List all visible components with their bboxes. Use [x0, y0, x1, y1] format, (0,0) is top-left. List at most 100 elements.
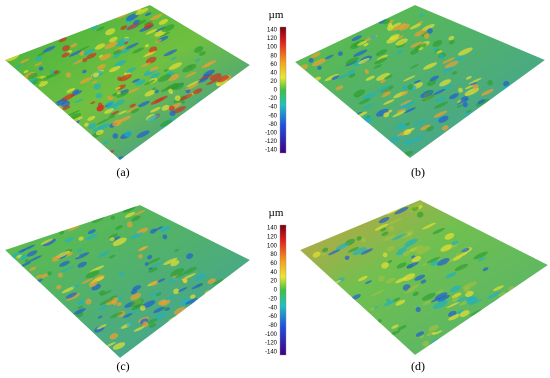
surface-texture: [469, 309, 483, 316]
surface-texture: [86, 52, 97, 59]
surface-texture: [362, 92, 377, 101]
surface-texture: [358, 98, 371, 105]
surface-texture: [16, 65, 22, 69]
surface-texture: [104, 41, 118, 50]
surface-texture: [378, 216, 390, 224]
surface-texture: [143, 20, 153, 25]
surface-texture: [162, 307, 168, 311]
surface-texture: [383, 112, 390, 118]
surface-texture: [399, 100, 414, 110]
surface-texture: [158, 74, 172, 83]
surface-texture: [40, 273, 49, 279]
surface-texture: [375, 49, 388, 56]
surface-texture: [481, 89, 494, 96]
surface-texture: [163, 49, 178, 57]
surface-texture: [118, 110, 127, 115]
surface-texture: [365, 280, 372, 285]
surface-texture: [416, 211, 424, 218]
surface-texture: [380, 85, 394, 93]
surface-texture: [362, 103, 373, 110]
surface-texture: [403, 107, 417, 114]
surface-texture: [137, 100, 150, 108]
surface-texture: [482, 314, 491, 319]
surface-texture: [168, 88, 174, 95]
surface-texture: [459, 310, 470, 318]
surface-texture: [403, 128, 412, 136]
surface-texture: [165, 336, 176, 343]
surface-texture: [458, 124, 465, 130]
surface-texture: [196, 98, 201, 102]
surface-texture: [389, 33, 400, 41]
surface-texture: [218, 90, 232, 98]
surface-texture: [487, 79, 493, 86]
surface-texture: [96, 324, 107, 330]
surface-texture: [222, 102, 237, 111]
surface-texture: [352, 247, 367, 256]
surface-texture: [163, 69, 168, 72]
surface-texture: [457, 47, 473, 56]
panel-label: (c): [116, 359, 129, 373]
colorbar-tick-label: 60: [270, 62, 277, 68]
surface-texture: [344, 255, 350, 260]
surface-texture: [58, 37, 67, 43]
surface-texture: [55, 98, 66, 104]
colorbar-tick-label: 20: [270, 79, 277, 85]
surface-texture: [77, 300, 85, 305]
surface-texture: [85, 298, 92, 305]
surface-texture: [174, 95, 181, 102]
surface-texture: [420, 124, 431, 131]
surface-texture: [466, 296, 478, 305]
surface-texture: [65, 251, 73, 257]
surface-texture: [428, 324, 439, 332]
surface-texture: [173, 306, 187, 315]
surface-texture: [27, 255, 43, 263]
surface-texture: [452, 55, 466, 63]
surface-texture: [219, 298, 227, 303]
surface-texture: [149, 66, 159, 72]
surface-texture: [35, 55, 43, 61]
surface-texture: [472, 83, 479, 90]
surface-texture: [97, 250, 111, 258]
surface-texture: [144, 79, 156, 86]
surface-texture: [78, 236, 84, 241]
surface-texture: [206, 106, 218, 113]
surface-texture: [182, 63, 197, 73]
colorbar-tick-label: -40: [268, 305, 277, 311]
surface-texture: [186, 80, 201, 88]
colorbar-tick-label: 80: [270, 252, 277, 258]
surface-texture: [396, 49, 404, 54]
surface-texture: [426, 256, 440, 264]
surface-texture: [378, 275, 385, 282]
surface-texture: [350, 41, 361, 50]
surface-texture: [20, 261, 31, 268]
surface-texture: [130, 232, 144, 240]
surface-texture: [407, 84, 414, 90]
surface-texture: [194, 46, 204, 53]
surface-texture: [404, 139, 412, 146]
surface-texture: [38, 66, 44, 71]
surface-texture: [223, 111, 229, 115]
surface-texture: [384, 74, 393, 80]
surface-texture: [98, 54, 103, 58]
surface-texture: [464, 84, 474, 90]
colorbar-tick-label: 100: [267, 243, 278, 249]
surface-texture: [423, 33, 430, 39]
surface-texture: [348, 73, 356, 78]
surface-texture: [136, 227, 149, 235]
surface-texture: [184, 71, 197, 78]
surface-texture: [140, 62, 151, 68]
surface-texture: [154, 89, 159, 94]
surface-texture: [193, 273, 207, 281]
surface-texture: [81, 278, 94, 284]
surface-texture: [42, 45, 56, 53]
surface-texture: [445, 272, 457, 279]
surface-texture: [40, 238, 54, 245]
surface-texture: [237, 107, 250, 116]
surface-texture: [73, 308, 86, 315]
surface-texture: [144, 262, 149, 266]
surface-texture: [143, 22, 154, 30]
surface-texture: [328, 248, 341, 256]
surface-texture: [75, 252, 90, 260]
surface-texture: [129, 103, 136, 108]
colorbar-tick-label: 80: [270, 53, 277, 59]
